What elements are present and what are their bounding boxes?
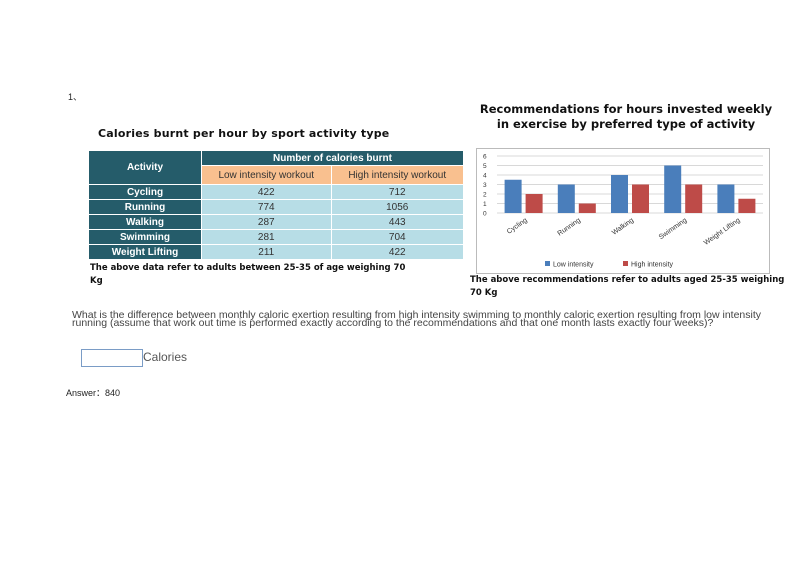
header-calories: Number of calories burnt [201,150,464,166]
legend-label: Low intensity [553,262,594,269]
cell-activity: Cycling [88,184,202,200]
cell-low: 422 [201,184,332,200]
legend-label: High intensity [631,262,674,269]
table-row: Swimming 281 704 [88,229,464,245]
x-tick-label: Weight Lifting [703,217,742,247]
cell-low: 287 [201,214,332,230]
y-tick-label: 1 [483,201,487,208]
legend-swatch [545,261,550,266]
bar-high [578,203,596,213]
chart: 0 1 2 3 4 5 6 Cycling Running Walking Swimming Weig… [476,148,770,274]
cell-activity: Walking [88,214,202,230]
question-text: What is the difference between monthly c… [72,309,762,329]
cell-high: 422 [330,244,464,260]
table-row: Walking 287 443 [88,214,464,230]
header-low: Low intensity workout [201,165,332,185]
cell-high: 704 [330,229,464,245]
answer-text: Answer：840 [66,388,121,398]
calories-table: Activity Number of calories burnt Low in… [88,150,464,260]
bar-low [717,184,735,213]
y-tick-label: 4 [483,173,487,180]
question-number: 1、 [68,92,83,102]
header-high: High intensity workout [330,165,464,185]
legend-swatch [623,261,628,266]
y-tick-label: 3 [483,182,487,189]
cell-low: 211 [201,244,332,260]
chart-svg: 0 1 2 3 4 5 6 Cycling Running Walking Swimming Weig… [483,154,763,269]
bar-high [632,184,649,213]
y-tick-label: 2 [483,192,487,199]
header-activity: Activity [88,150,202,185]
bar-high [685,184,703,213]
bar-low [611,175,628,213]
x-tick-label: Walking [611,217,635,237]
cell-activity: Swimming [88,229,202,245]
table-row: Weight Lifting 211 422 [88,244,464,260]
bar-high [525,194,543,213]
table-caption: The above data refer to adults between 2… [90,263,406,286]
cell-activity: Weight Lifting [88,244,202,260]
cell-low: 281 [201,229,332,245]
cell-high: 443 [330,214,464,230]
bar-high [738,198,756,213]
cell-high: 1056 [330,199,464,215]
chart-caption: The above recommendations refer to adult… [470,275,785,298]
bar-low [504,179,522,213]
chart-title: Recommendations for hours invested weekl… [479,102,773,131]
x-tick-label: Running [557,217,582,238]
table-row: Running 774 1056 [88,199,464,215]
cell-high: 712 [330,184,464,200]
cell-activity: Running [88,199,202,215]
answer-input[interactable] [81,349,143,367]
x-tick-label: Swimming [658,217,689,241]
cell-low: 774 [201,199,332,215]
y-tick-label: 5 [483,163,487,170]
table-title: Calories burnt per hour by sport activit… [98,127,390,140]
x-tick-label: Cycling [506,217,529,236]
bar-low [664,165,682,213]
table-row: Cycling 422 712 [88,184,464,200]
y-tick-label: 0 [483,211,487,218]
unit-label: Calories [143,350,188,364]
y-tick-label: 6 [483,154,487,161]
bar-low [557,184,575,213]
